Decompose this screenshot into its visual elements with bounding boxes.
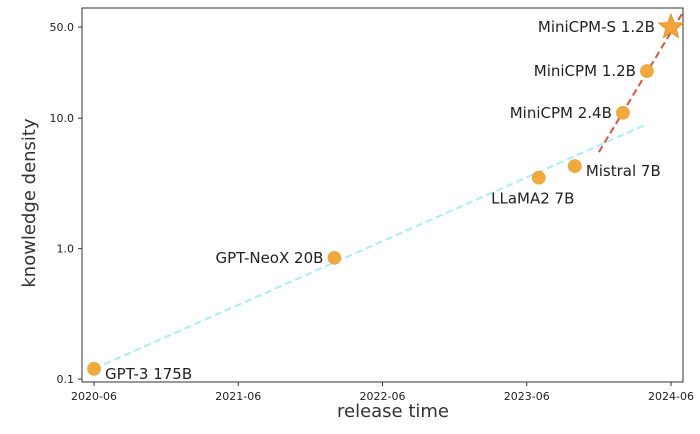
point-label-gpt-3-175b: GPT-3 175B — [105, 365, 192, 383]
data-points — [87, 12, 685, 376]
point-llama2-7b — [531, 170, 546, 185]
point-label-minicpm-s-1-2b: MiniCPM-S 1.2B — [538, 18, 655, 36]
y-tick-label: 50.0 — [50, 21, 75, 34]
x-tick-label: 2021-06 — [215, 390, 261, 403]
axes-layer: 2020-06 2021-06 2022-06 2023-06 2024-06 0.1 1.… — [50, 7, 694, 403]
point-minicpm-2-4b — [616, 106, 630, 120]
point-label-llama2-7b: LLaMA2 7B — [491, 190, 574, 208]
x-tick-label: 2023-06 — [504, 390, 550, 403]
x-tick-label: 2024-06 — [648, 390, 694, 403]
point-gpt-neox-20b — [327, 251, 342, 265]
point-label-mistral-7b: Mistral 7B — [586, 162, 661, 180]
y-tick-label: 10.0 — [50, 112, 75, 125]
x-tick-label: 2020-06 — [71, 390, 117, 403]
y-tick-label: 1.0 — [57, 243, 75, 256]
trend-lines — [93, 11, 684, 370]
trend-line-overall — [93, 123, 648, 370]
point-gpt-3-175b — [87, 361, 101, 376]
point-labels: GPT-3 175B GPT-NeoX 20B LLaMA2 7B Mistral 7… — [105, 18, 661, 383]
trend-line-minicpm — [598, 11, 684, 153]
x-axis-title: release time — [337, 401, 449, 422]
point-minicpm-1-2b — [640, 64, 654, 78]
point-minicpm-s-1-2b-star — [657, 12, 685, 39]
point-label-minicpm-2-4b: MiniCPM 2.4B — [510, 104, 612, 122]
point-label-gpt-neox-20b: GPT-NeoX 20B — [215, 249, 323, 267]
point-mistral-7b — [568, 159, 582, 173]
y-axis-title: knowledge density — [19, 118, 40, 288]
point-label-minicpm-1-2b: MiniCPM 1.2B — [534, 62, 636, 80]
x-tick-label: 2022-06 — [360, 390, 406, 403]
y-tick-label: 0.1 — [57, 373, 75, 386]
